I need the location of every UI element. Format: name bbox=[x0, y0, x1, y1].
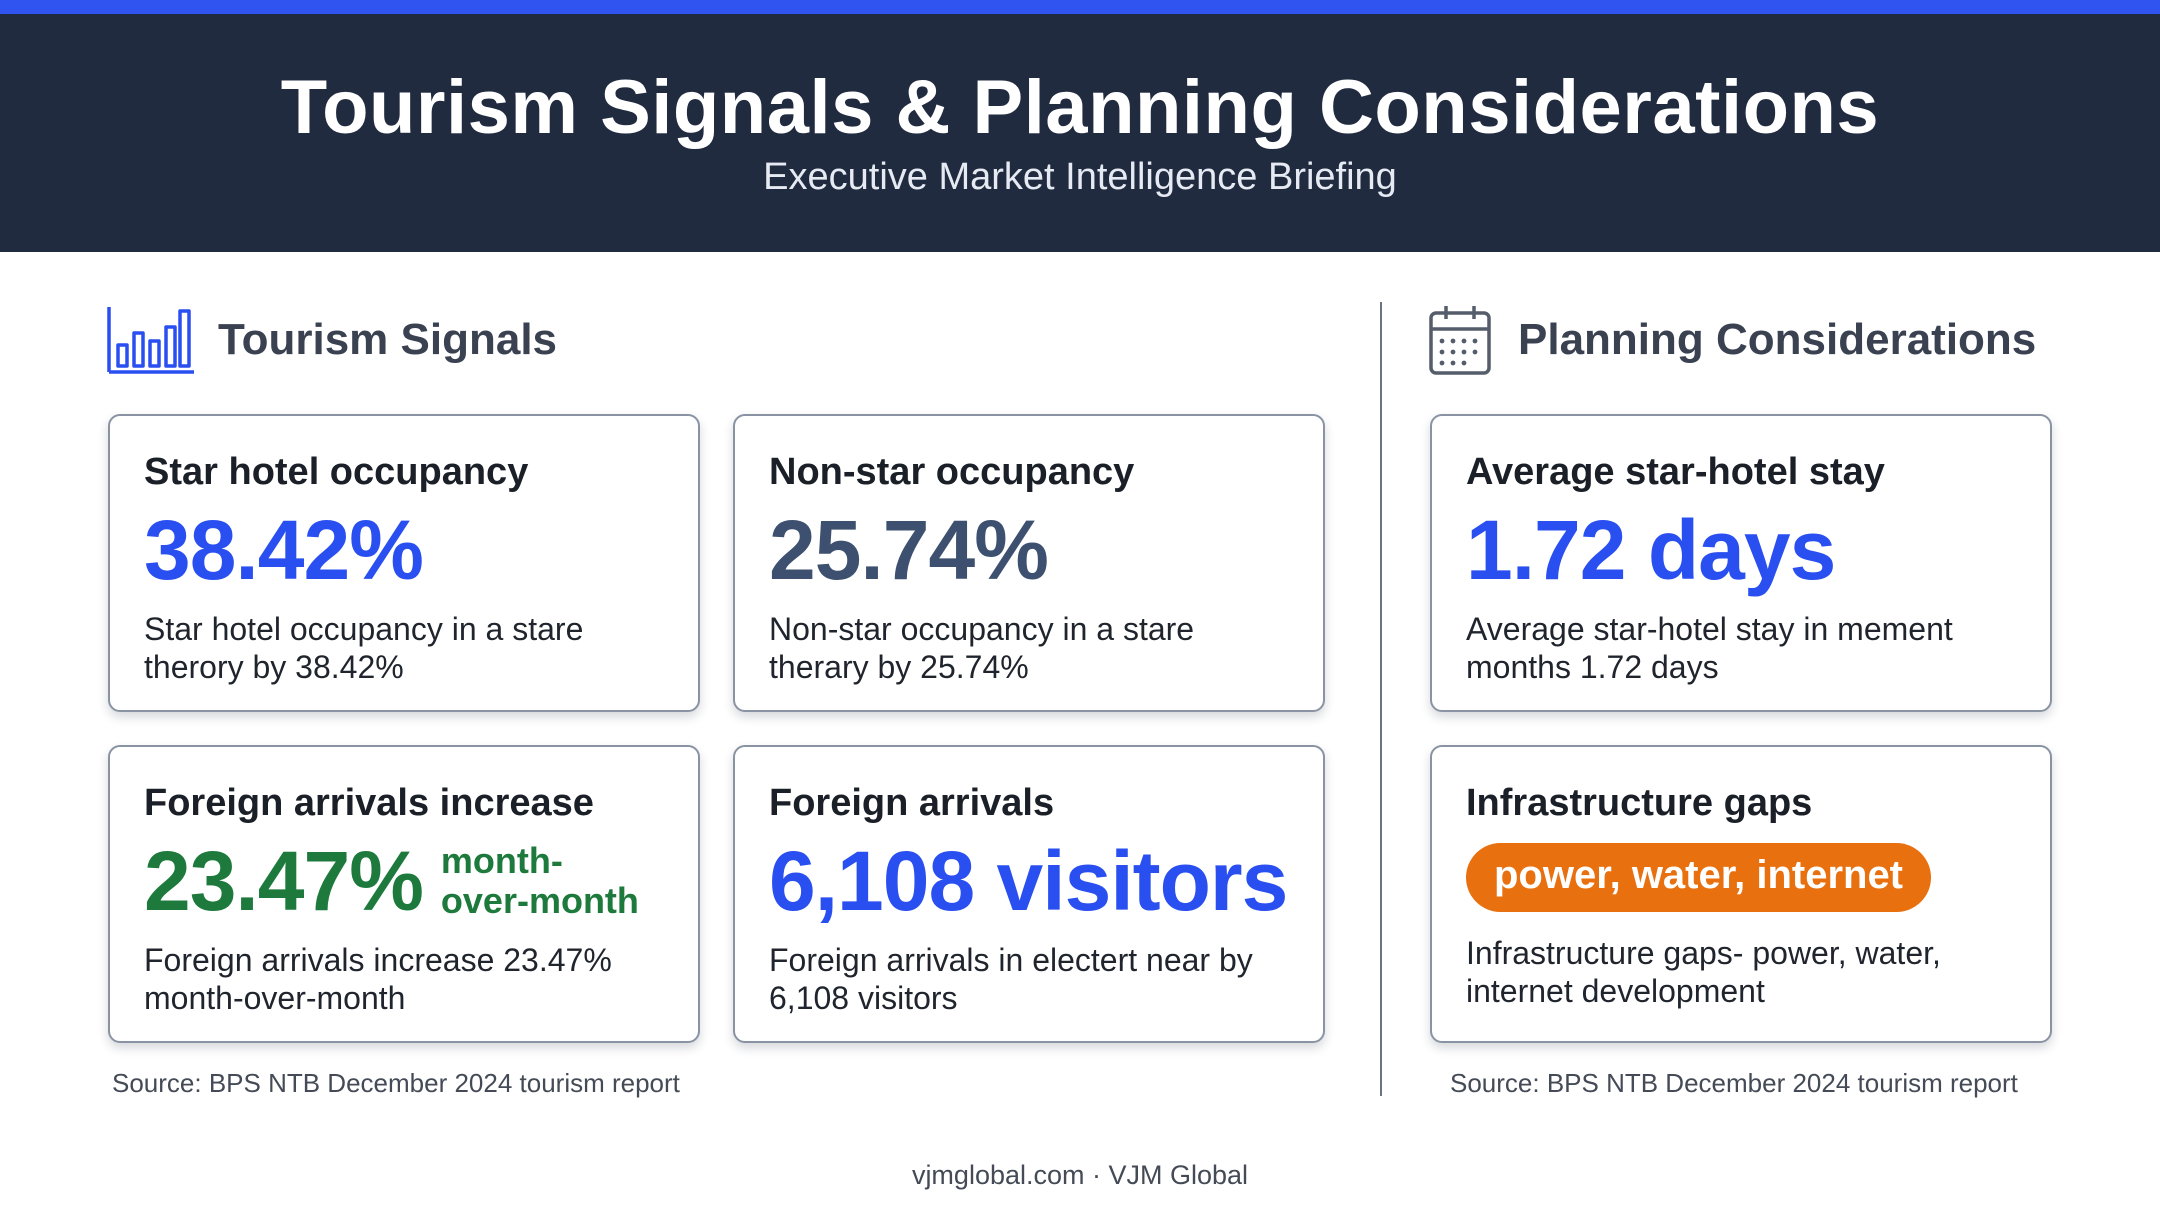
footer-credit: vjmglobal.com · VJM Global bbox=[911, 1160, 1249, 1190]
card-description: Star hotel occupancy in a stare therory … bbox=[144, 610, 584, 686]
accent-bar bbox=[0, 0, 2160, 14]
bar-chart-icon bbox=[107, 307, 194, 374]
card-description: Average star-hotel stay in mement months… bbox=[1466, 610, 1953, 686]
value-suffix-line2: over-month bbox=[440, 879, 639, 921]
infrastructure-pill: power, water, internet bbox=[1466, 842, 1932, 912]
card-value: 6,108 visitors bbox=[769, 833, 1288, 928]
card-description: Foreign arrivals in electert near by 6,1… bbox=[769, 941, 1253, 1017]
card-value: 23.47% bbox=[144, 833, 424, 928]
signals-source-note: Source: BPS NTB December 2024 tourism re… bbox=[112, 1068, 680, 1098]
signals-heading: Tourism Signals bbox=[106, 303, 557, 377]
card-value: 38.42% bbox=[144, 502, 424, 597]
card-title: Average star-hotel stay bbox=[1466, 451, 1885, 493]
card-description: Infrastructure gaps- power, water, inter… bbox=[1466, 934, 1941, 1010]
card-value-row: 23.47% month- over-month bbox=[144, 839, 666, 923]
card-value: 25.74% bbox=[769, 502, 1049, 597]
card-title: Non-star occupancy bbox=[769, 451, 1135, 493]
section-divider bbox=[1380, 302, 1382, 1096]
card-title: Star hotel occupancy bbox=[144, 451, 529, 493]
card-description: Non-star occupancy in a stare therary by… bbox=[769, 610, 1195, 686]
card-title: Foreign arrivals increase bbox=[144, 782, 594, 824]
planning-heading-label: Planning Considerations bbox=[1518, 315, 2037, 364]
card-value: 1.72 days bbox=[1466, 502, 1836, 597]
star-hotel-occupancy-card: Star hotel occupancy 38.42% Star hotel o… bbox=[108, 414, 700, 712]
value-suffix: month- over-month bbox=[441, 841, 639, 920]
foreign-arrivals-card: Foreign arrivals 6,108 visitors Foreign … bbox=[733, 745, 1325, 1043]
infrastructure-gaps-card: Infrastructure gaps power, water, intern… bbox=[1430, 745, 2052, 1043]
card-title: Infrastructure gaps bbox=[1466, 782, 1813, 824]
value-suffix-line1: month- bbox=[440, 840, 563, 882]
planning-heading: Planning Considerations bbox=[1428, 303, 2036, 377]
foreign-arrivals-increase-card: Foreign arrivals increase 23.47% month- … bbox=[108, 745, 700, 1043]
non-star-occupancy-card: Non-star occupancy 25.74% Non-star occup… bbox=[733, 414, 1325, 712]
card-description: Foreign arrivals increase 23.47% month-o… bbox=[144, 941, 612, 1017]
page-subtitle: Executive Market Intelligence Briefing bbox=[763, 156, 1397, 198]
signals-heading-label: Tourism Signals bbox=[218, 315, 558, 364]
planning-source-note: Source: BPS NTB December 2024 tourism re… bbox=[1450, 1068, 2018, 1098]
card-title: Foreign arrivals bbox=[769, 782, 1055, 824]
calendar-icon bbox=[1429, 306, 1491, 375]
header-banner: Tourism Signals & Planning Consideration… bbox=[0, 14, 2160, 252]
page-title: Tourism Signals & Planning Consideration… bbox=[280, 65, 1880, 150]
average-stay-card: Average star-hotel stay 1.72 days Averag… bbox=[1430, 414, 2052, 712]
